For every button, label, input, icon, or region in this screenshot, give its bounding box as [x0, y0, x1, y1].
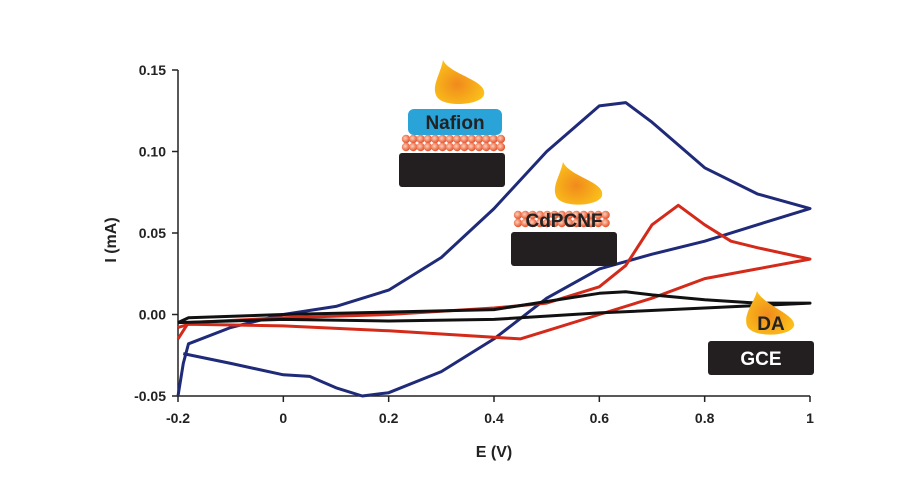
nanofiber-particle	[521, 218, 530, 228]
nanofiber-particle	[401, 142, 411, 152]
nanofiber-particle	[489, 142, 498, 152]
nanofiber-particle	[482, 134, 491, 144]
nanofiber-particle	[438, 134, 447, 144]
nanofiber-particle	[431, 134, 440, 144]
nanofiber-particle	[467, 142, 476, 152]
nanofiber-particle	[513, 210, 523, 220]
y-tick-label: -0.05	[134, 388, 166, 404]
nanofiber-particle	[482, 142, 491, 152]
nanofiber-particle	[460, 142, 469, 152]
nanofiber-particle	[528, 210, 537, 220]
y-tick-label: 0.00	[139, 307, 166, 323]
nanofiber-particle	[586, 218, 596, 228]
analyte-drop-icon	[554, 162, 603, 205]
nanofiber-particle	[409, 134, 418, 144]
da-label: DA	[757, 314, 785, 335]
analyte-drop-icon	[434, 60, 485, 105]
nanofiber-particle	[460, 134, 469, 144]
nanofiber-particle	[572, 210, 581, 220]
x-tick-label: 0.8	[695, 410, 715, 426]
series-line-cdpcnf-gce	[176, 203, 812, 341]
nanofiber-particle	[431, 142, 440, 152]
nanofiber-particle	[564, 210, 574, 220]
nanofiber-particle	[474, 142, 484, 152]
x-tick-label: -0.2	[166, 410, 190, 426]
nanofiber-particle	[445, 134, 454, 144]
x-tick-label: 0.6	[590, 410, 610, 426]
y-tick-label: 0.15	[139, 62, 166, 78]
nanofiber-particle	[594, 210, 603, 220]
gce-label: GCE	[740, 349, 781, 370]
nanofiber-particle	[601, 210, 610, 220]
x-tick-label: 1	[806, 410, 814, 426]
nanofiber-particle	[513, 218, 523, 228]
nanofiber-particle	[452, 142, 462, 152]
nanofiber-particle	[572, 218, 581, 228]
nanofiber-particle	[550, 210, 559, 220]
nanofiber-particle	[564, 218, 574, 228]
nanofiber-particle	[535, 218, 545, 228]
nanofiber-particle	[409, 142, 418, 152]
nanofiber-particle	[452, 134, 462, 144]
x-tick-label: 0.2	[379, 410, 399, 426]
x-tick-label: 0.4	[484, 410, 504, 426]
nanofiber-particle	[528, 218, 537, 228]
bare-gce-illustration: DA GCE	[708, 291, 814, 375]
nanofiber-particle	[594, 218, 603, 228]
gce-block	[399, 153, 505, 187]
nafion-label: Nafion	[425, 113, 484, 134]
nanofiber-particle	[489, 134, 498, 144]
x-tick-label: 0	[279, 410, 287, 426]
nanofiber-particle	[601, 218, 610, 228]
nafion-layer	[408, 109, 502, 135]
x-axis-label: E (V)	[476, 444, 512, 461]
nanofiber-particle	[579, 210, 588, 220]
nanofiber-particle	[521, 210, 530, 220]
y-axis-label: I (mA)	[103, 217, 120, 262]
nanofiber-particle	[467, 134, 476, 144]
nanofiber-particle	[445, 142, 454, 152]
nanofiber-particle	[543, 218, 552, 228]
nanofiber-particle	[474, 134, 484, 144]
analyte-drop-icon	[746, 291, 795, 335]
nanofiber-particle	[557, 218, 566, 228]
nanofiber-particle	[557, 210, 566, 220]
nanofiber-particle	[496, 142, 506, 152]
series-line-gce	[177, 290, 812, 325]
nafion-electrode-illustration: Nafion	[399, 60, 506, 187]
nanofiber-particle	[416, 142, 425, 152]
gce-block	[708, 341, 814, 375]
nanofiber-particle	[535, 210, 545, 220]
nanofiber-particle	[438, 142, 447, 152]
nanofiber-particle	[423, 142, 433, 152]
y-tick-label: 0.10	[139, 144, 166, 160]
nanofiber-particle	[543, 210, 552, 220]
nanofiber-particle	[416, 134, 425, 144]
cdpcnf-label: CdPCNF	[525, 211, 602, 232]
nanofiber-particle	[496, 134, 506, 144]
cdpcnf-electrode-illustration: CdPCNF	[511, 162, 617, 266]
nanofiber-particle	[423, 134, 433, 144]
nanofiber-particle	[401, 134, 411, 144]
series-line-nafion-cdpcnf-gce	[176, 101, 812, 398]
nanofiber-particle	[579, 218, 588, 228]
gce-block	[511, 232, 617, 266]
nanofiber-particle	[550, 218, 559, 228]
nanofiber-particle	[586, 210, 596, 220]
y-tick-label: 0.05	[139, 225, 166, 241]
